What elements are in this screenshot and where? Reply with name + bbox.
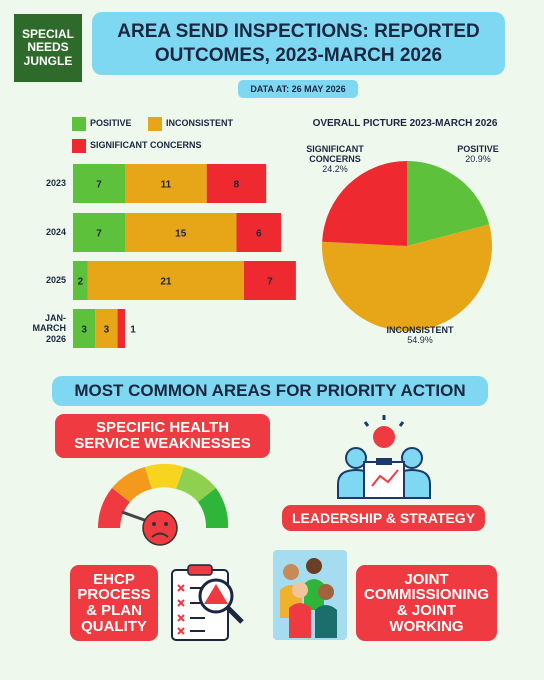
bar-value-label: 3 — [81, 325, 87, 336]
priority-item: JOINT COMMISSIONING & JOINT WORKING — [356, 565, 497, 641]
legend-label: INCONSISTENT — [166, 118, 234, 128]
bar-segment — [73, 309, 96, 348]
priority-item: SPECIFIC HEALTH SERVICE WEAKNESSES — [55, 414, 270, 458]
bar-segment — [243, 261, 296, 300]
checklist-icon — [171, 564, 244, 641]
bar-value-label: 15 — [175, 229, 187, 240]
pie-value: 54.9% — [407, 334, 433, 345]
bar-value-label: 7 — [96, 180, 102, 191]
pie-slice — [407, 161, 490, 246]
pie-label: INCONSISTENT 54.9% — [380, 325, 460, 346]
subtitle: DATA AT: 26 MAY 2026 — [238, 80, 358, 98]
category-label: 2025 — [45, 275, 66, 286]
pie-value: 24.2% — [322, 163, 348, 174]
logo: SPECIAL NEEDS JUNGLE — [14, 14, 82, 82]
pie-category: INCONSISTENT — [386, 325, 454, 335]
pie-slice — [322, 161, 407, 246]
category-label: 2024 — [45, 227, 66, 238]
bar-segment — [117, 309, 126, 348]
pie-title: OVERALL PICTURE 2023-MARCH 2026 — [312, 117, 498, 129]
bar-value-label: 8 — [234, 180, 240, 191]
pie-value: 20.9% — [465, 153, 491, 164]
pie-label: POSITIVE 20.9% — [438, 144, 518, 165]
bar-value-label: 1 — [130, 325, 136, 336]
bar-segment — [73, 261, 88, 300]
pie-category: POSITIVE — [457, 144, 499, 154]
bar-value-label: 6 — [256, 229, 262, 240]
bar-value-label: 7 — [96, 229, 102, 240]
bar-segment — [73, 213, 126, 252]
gauge-icon — [97, 463, 229, 546]
section-title: MOST COMMON AREAS FOR PRIORITY ACTION — [52, 376, 488, 406]
bar-segment — [125, 164, 207, 203]
legend-label: POSITIVE — [90, 118, 132, 128]
bar-value-label: 7 — [267, 277, 273, 288]
bar-segment — [87, 261, 244, 300]
bar-value-label: 3 — [104, 325, 110, 336]
category-label: JAN-MARCH 2026 — [32, 312, 67, 344]
bar-segment — [236, 213, 282, 252]
priority-item: LEADERSHIP & STRATEGY — [282, 505, 485, 531]
bar-segment — [73, 164, 126, 203]
legend-label: SIGNIFICANT CONCERNS — [90, 140, 202, 150]
legend-swatch — [148, 117, 162, 131]
bar-value-label: 11 — [161, 180, 172, 191]
bar-value-label: 2 — [78, 277, 84, 288]
legend-swatch — [72, 139, 86, 153]
pie-slice — [322, 224, 492, 331]
category-label: 2023 — [45, 178, 66, 189]
priority-item: EHCP PROCESS & PLAN QUALITY — [70, 565, 158, 641]
title: AREA SEND INSPECTIONS: REPORTED OUTCOMES… — [92, 12, 505, 75]
bar-segment — [125, 213, 237, 252]
bar-value-label: 21 — [160, 277, 172, 288]
leadership-icon — [337, 415, 431, 499]
legend-swatch — [72, 117, 86, 131]
bar-segment — [206, 164, 267, 203]
pie-category: SIGNIFICANT CONCERNS — [306, 144, 364, 164]
bar-segment — [95, 309, 118, 348]
pie-label: SIGNIFICANT CONCERNS 24.2% — [300, 144, 370, 175]
team-illustration — [273, 550, 347, 640]
